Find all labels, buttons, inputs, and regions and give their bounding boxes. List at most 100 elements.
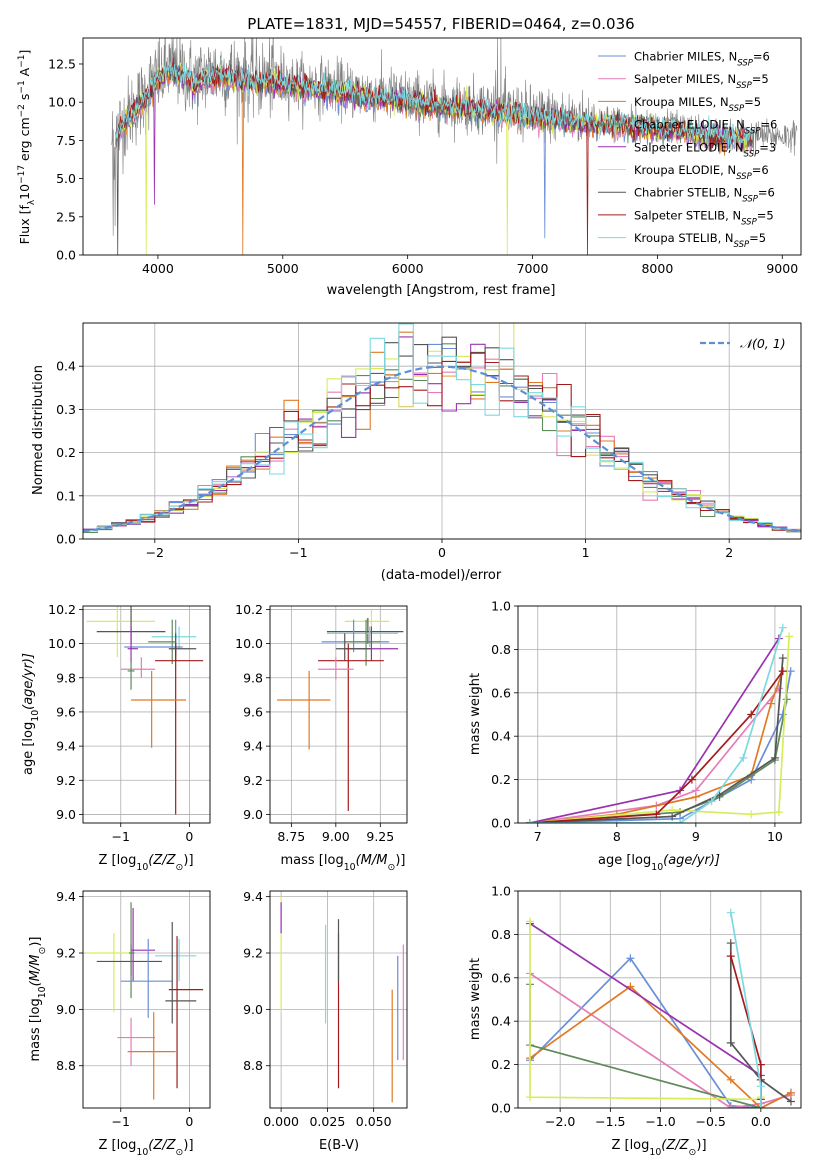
axes: 0.000 0.025 0.050 8.8 9.0 9.2 9.4 bbox=[243, 889, 408, 1129]
label-part: 10 bbox=[30, 710, 41, 722]
errorbar-chabrier-stelib bbox=[326, 617, 404, 644]
label-part: SSP bbox=[736, 172, 752, 182]
series-marker bbox=[756, 1082, 765, 1091]
series-marker bbox=[652, 810, 661, 819]
label-part: SSP bbox=[744, 149, 760, 159]
spectrum-data-line bbox=[111, 38, 798, 236]
legend-label-salpeter-stelib: Salpeter STELIB, NSSP=5 bbox=[634, 208, 774, 227]
x-tick-label: 2 bbox=[725, 545, 733, 560]
label-part: 10 bbox=[651, 862, 663, 873]
label-part: Chabrier MILES, N bbox=[634, 50, 737, 64]
series-marker bbox=[786, 667, 795, 676]
spectrum-ylabel: Flux [fλ10−17 erg cm−2 s−1 A−1] bbox=[17, 50, 37, 245]
label-part: (Z/Z bbox=[148, 1138, 176, 1153]
label-part: ⊙ bbox=[387, 862, 395, 873]
errorbar-kroupa-stelib bbox=[326, 626, 399, 648]
residual-panel: −2 −1 0 1 2 0.0 0.1 0.2 0.3 0.4 𝒩(0, 1) (data-mode… bbox=[31, 322, 802, 583]
y-tick-label: 9.8 bbox=[56, 670, 76, 685]
label-part: ⊙ bbox=[37, 947, 48, 955]
y-tick-label: 0.2 bbox=[491, 1057, 511, 1072]
axes-frame bbox=[82, 890, 211, 1109]
series-salpeter-elodie bbox=[526, 919, 765, 1108]
series-line bbox=[529, 670, 784, 823]
x-tick-label: 0.025 bbox=[309, 1114, 345, 1129]
axes-frame bbox=[269, 890, 408, 1109]
series-marker bbox=[785, 632, 794, 641]
x-tick-label: 0.050 bbox=[356, 1114, 392, 1129]
label-part: mass [log bbox=[281, 853, 344, 868]
axes-frame bbox=[517, 890, 802, 1109]
legend-label-chabrier-elodie: Chabrier ELODIE, NSSP=6 bbox=[634, 118, 777, 137]
age-vs-z-panel: −1 0 9.0 9.2 9.4 9.6 9.8 10.0 10.2 bbox=[48, 602, 211, 844]
label-part: =6 bbox=[752, 163, 769, 177]
label-part: Chabrier STELIB, N bbox=[634, 186, 742, 200]
y-tick-label: 9.4 bbox=[56, 739, 76, 754]
plot-area bbox=[86, 606, 204, 815]
x-tick-label: −2 bbox=[146, 545, 164, 560]
series-line bbox=[529, 627, 784, 823]
errorbar-kroupa-stelib bbox=[155, 938, 197, 982]
label-part: (age/yr)] bbox=[663, 853, 720, 868]
errorbar-chabrier-stelib bbox=[96, 944, 162, 976]
age-vs-mass-panel: 8.75 9.00 9.25 9.0 9.2 9.4 9.6 9.8 10.0 10.2 bbox=[235, 602, 408, 844]
label-part: =5 bbox=[749, 231, 766, 245]
series-marker bbox=[756, 1104, 765, 1108]
x-tick-label: 5000 bbox=[267, 261, 299, 276]
y-tick-label: 10.2 bbox=[48, 602, 76, 617]
label-part: mass [log bbox=[28, 998, 43, 1061]
massweight-vs-z-ylabel: mass weight bbox=[468, 958, 483, 1040]
x-tick-label: 0 bbox=[185, 1114, 193, 1129]
series-marker bbox=[726, 1038, 735, 1047]
age-vs-mass-xlabel: mass [log10(M/M⊙)] bbox=[281, 853, 406, 873]
x-tick-label: 10 bbox=[767, 829, 783, 844]
errorbar-chabrier-elodie bbox=[344, 619, 381, 666]
label-part: )] bbox=[183, 853, 193, 868]
x-tick-label: 8.75 bbox=[277, 829, 305, 844]
series-marker bbox=[691, 792, 700, 801]
errorbar-kroupa-miles bbox=[131, 670, 186, 748]
y-tick-label: 9.6 bbox=[243, 704, 263, 719]
massweight-vs-z-panel: −2.0 −1.5 −1.0 −0.5 0.0 0.0 0.2 0.4 0.6 0.8 1.0 bbox=[491, 884, 802, 1129]
label-part: ⊙ bbox=[689, 1147, 697, 1158]
label-part: age [log bbox=[21, 722, 36, 775]
axes-frame bbox=[82, 37, 802, 256]
label-part: =6 bbox=[760, 118, 777, 132]
plot-area bbox=[525, 623, 795, 823]
label-part: =6 bbox=[753, 50, 770, 64]
spectrum-ylabel-text: Flux [fλ10−17 erg cm−2 s−1 A−1] bbox=[17, 50, 37, 245]
plot-area bbox=[83, 323, 801, 534]
y-tick-label: 9.2 bbox=[243, 773, 263, 788]
series-marker bbox=[668, 812, 677, 821]
y-tick-label: 0.0 bbox=[491, 816, 511, 831]
y-tick-label: 0.4 bbox=[56, 359, 76, 374]
x-tick-label: 9.25 bbox=[366, 829, 394, 844]
label-part: Kroupa MILES, N bbox=[634, 95, 729, 109]
y-tick-label: 8.8 bbox=[243, 1058, 263, 1073]
label-part: 10 bbox=[344, 862, 356, 873]
axes: −2 −1 0 1 2 0.0 0.1 0.2 0.3 0.4 bbox=[56, 322, 802, 560]
plot-area bbox=[86, 902, 204, 1100]
label-part: Chabrier ELODIE, N bbox=[634, 118, 745, 132]
series-kroupa-stelib bbox=[726, 908, 765, 1108]
y-tick-label: 0.6 bbox=[491, 970, 511, 985]
y-tick-label: 10.0 bbox=[235, 636, 263, 651]
errorbar-chabrier-miles bbox=[120, 938, 173, 1018]
label-part: )] bbox=[183, 1138, 193, 1153]
errorbar-salpeter-elodie bbox=[127, 626, 138, 663]
series-line bbox=[529, 922, 762, 1108]
series-marker bbox=[726, 939, 735, 948]
legend-label-chabrier-stelib: Chabrier STELIB, NSSP=6 bbox=[634, 186, 775, 205]
y-tick-label: 9.2 bbox=[56, 773, 76, 788]
errorbar-salpeter-miles bbox=[318, 657, 354, 680]
label-part: λ bbox=[27, 199, 37, 205]
mass-vs-ebv-panel: 0.000 0.025 0.050 8.8 9.0 9.2 9.4 bbox=[243, 889, 408, 1129]
errorbar-salpeter-stelib bbox=[318, 643, 384, 812]
mass-vs-z-panel: −1 0 8.8 9.0 9.2 9.4 bbox=[56, 889, 211, 1129]
y-tick-label: 0.0 bbox=[56, 248, 76, 263]
legend-label-kroupa-miles: Kroupa MILES, NSSP=5 bbox=[634, 95, 761, 114]
x-tick-label: −0.5 bbox=[696, 1114, 726, 1129]
series-marker bbox=[778, 654, 787, 663]
y-tick-label: 9.0 bbox=[243, 1002, 263, 1017]
spectrum-panel: PLATE=1831, MJD=54557, FIBERID=0464, z=0… bbox=[17, 15, 802, 298]
